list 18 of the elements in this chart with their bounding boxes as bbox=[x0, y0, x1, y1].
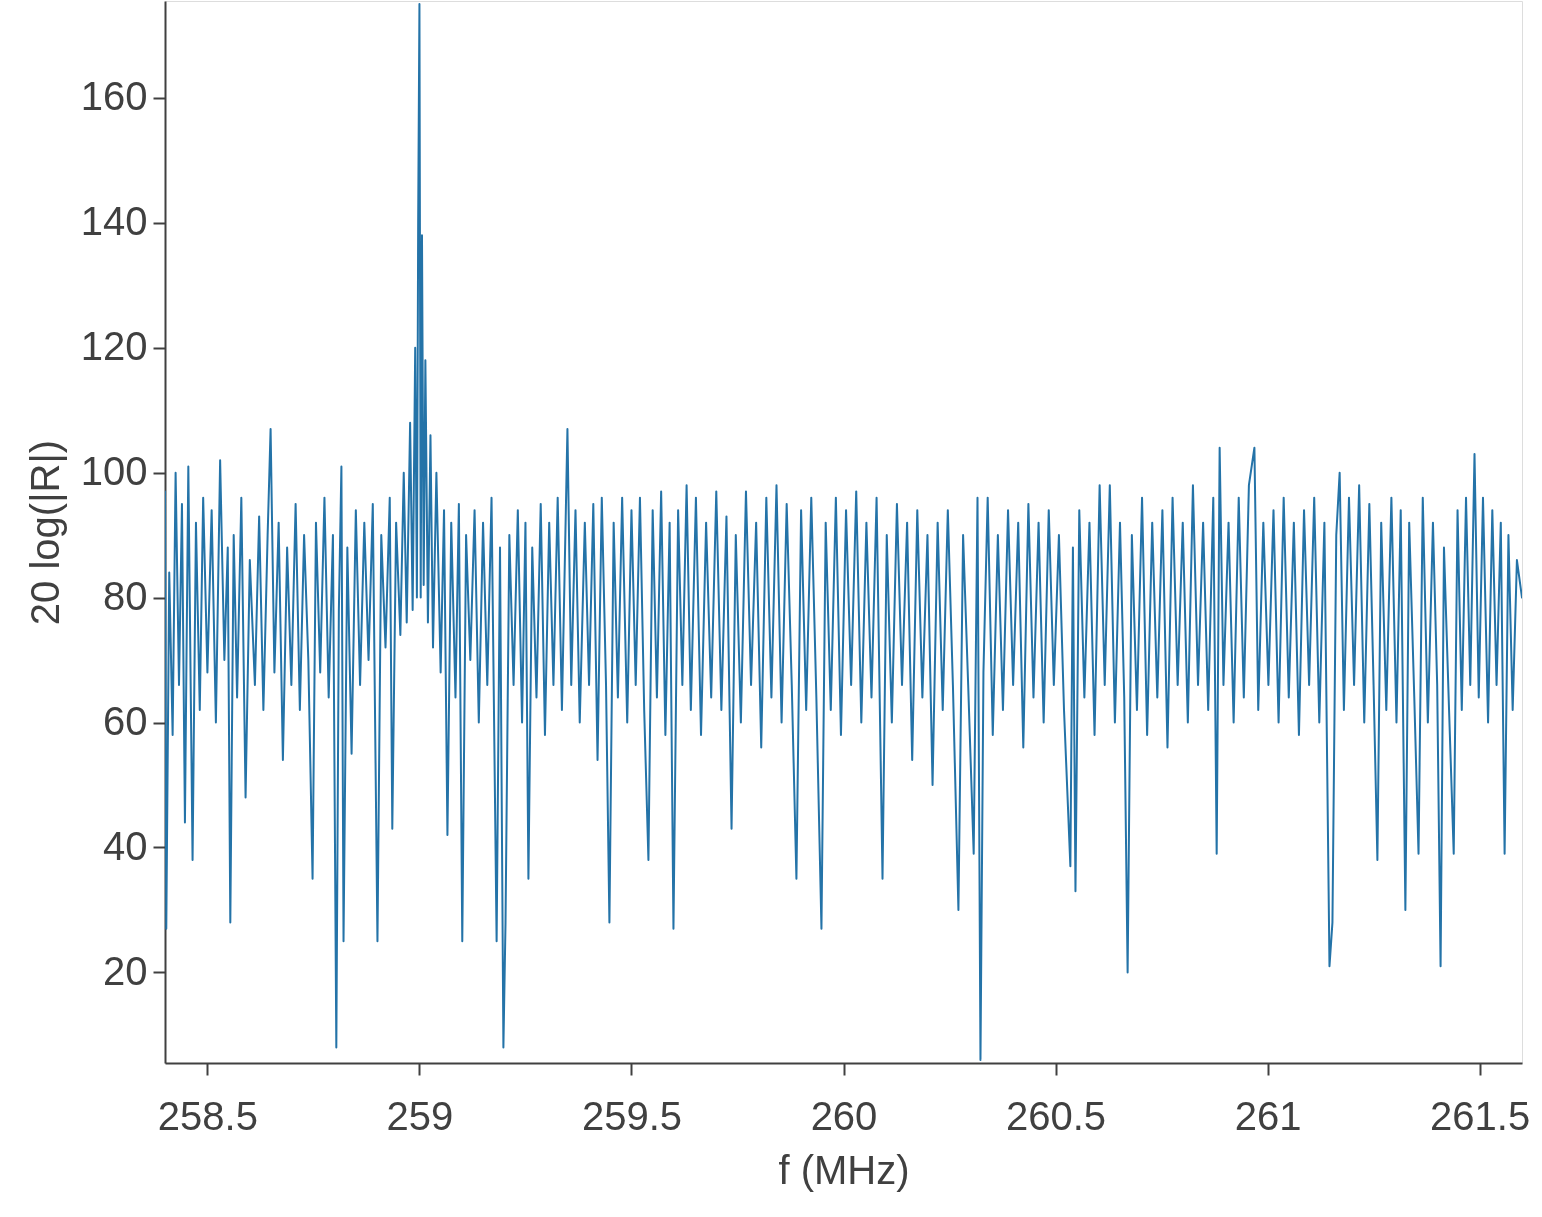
y-tick-label: 80 bbox=[103, 574, 148, 619]
y-tick-label: 60 bbox=[103, 699, 148, 744]
y-tick-label: 40 bbox=[103, 823, 148, 868]
x-tick-label: 259.5 bbox=[581, 1093, 683, 1138]
x-tick-label: 259 bbox=[386, 1093, 454, 1138]
y-tick-label: 160 bbox=[80, 74, 148, 119]
y-tick-label: 120 bbox=[80, 324, 148, 369]
x-tick-label: 260.5 bbox=[1005, 1093, 1107, 1138]
y-tick-label: 20 bbox=[103, 948, 148, 993]
x-axis-title: f (MHz) bbox=[778, 1147, 910, 1192]
x-tick-label: 261.5 bbox=[1430, 1093, 1531, 1138]
y-tick-label: 140 bbox=[80, 199, 148, 244]
y-axis-title: 20 log(|R|) bbox=[22, 439, 67, 626]
x-tick-label: 258.5 bbox=[157, 1093, 258, 1138]
x-tick-label: 261 bbox=[1234, 1093, 1302, 1138]
x-tick-label: 260 bbox=[810, 1093, 878, 1138]
line-series bbox=[165, 3, 1522, 1061]
y-tick-label: 100 bbox=[80, 449, 148, 494]
